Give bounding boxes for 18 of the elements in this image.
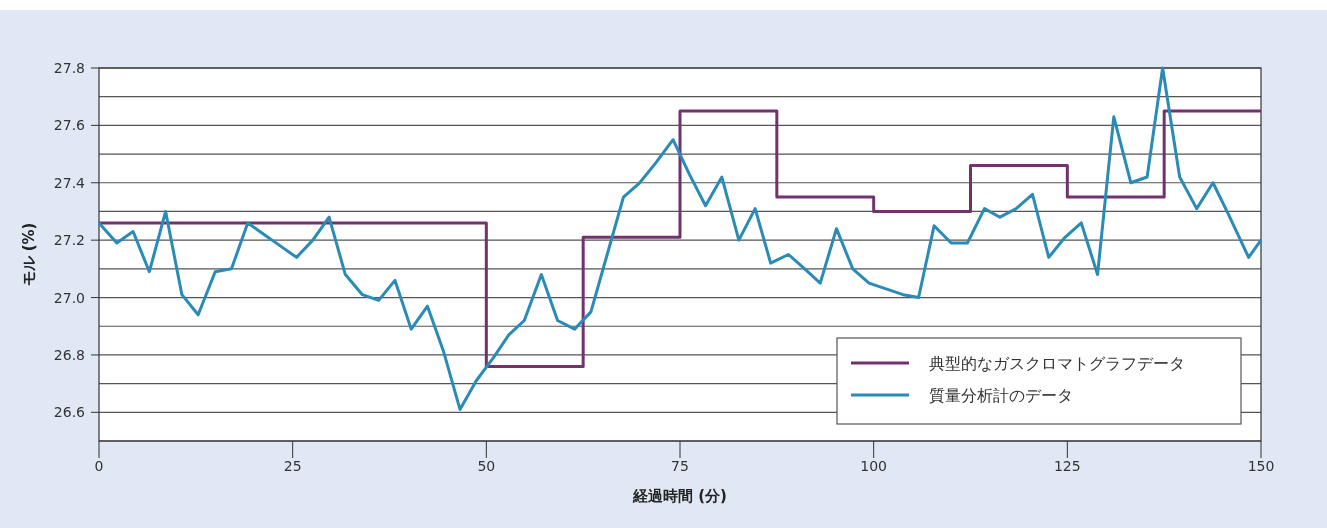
y-tick-label: 27.6: [53, 117, 86, 134]
x-tick-label: 50: [477, 458, 496, 474]
x-tick-label: 25: [283, 458, 302, 474]
y-tick-label: 27.2: [53, 232, 85, 249]
y-tick-label: 26.8: [53, 346, 85, 363]
legend-label: 典型的なガスクロマトグラフデータ: [929, 354, 1185, 373]
legend-label: 質量分析計のデータ: [929, 386, 1073, 405]
y-tick-label: 27.4: [53, 174, 86, 191]
x-tick-label: 125: [1053, 458, 1081, 474]
y-axis-title: モル (%): [20, 222, 38, 287]
x-tick-label: 150: [1247, 458, 1275, 474]
x-axis-title: 経過時間 (分): [632, 487, 727, 505]
x-tick-label: 0: [94, 458, 104, 474]
y-tick-label: 26.6: [53, 404, 86, 421]
y-tick-label: 27.0: [53, 289, 85, 306]
x-tick-label: 75: [671, 458, 689, 474]
x-tick-label: 100: [860, 458, 888, 474]
y-tick-label: 27.8: [53, 60, 85, 76]
